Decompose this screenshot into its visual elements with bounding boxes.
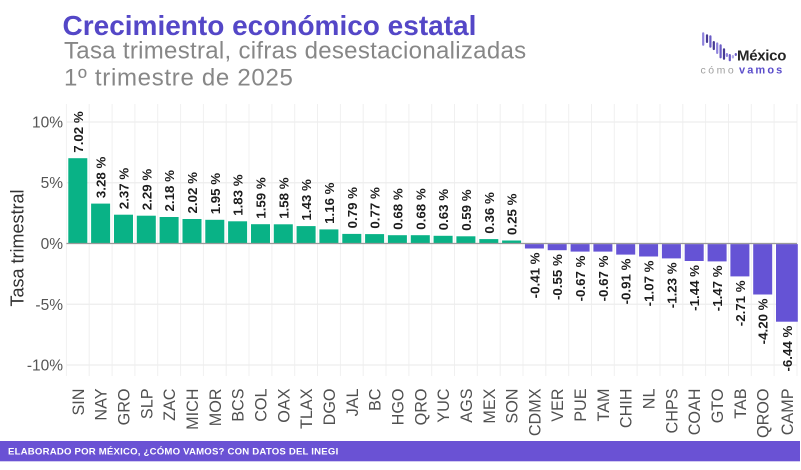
svg-text:-1.23 %: -1.23 % <box>664 262 679 308</box>
svg-text:COAH: COAH <box>686 389 704 436</box>
svg-text:-5%: -5% <box>35 297 63 314</box>
svg-text:TAM: TAM <box>595 389 613 422</box>
svg-text:COL: COL <box>253 389 271 422</box>
svg-text:HGO: HGO <box>389 389 407 426</box>
svg-text:Tasa trimestral, cifras desest: Tasa trimestral, cifras desestacionaliza… <box>64 38 526 65</box>
svg-text:OAX: OAX <box>275 388 293 422</box>
svg-text:0.68 %: 0.68 % <box>413 188 428 230</box>
svg-text:CHIH: CHIH <box>618 389 636 429</box>
svg-text:QROO: QROO <box>755 389 773 438</box>
svg-text:0.77 %: 0.77 % <box>368 187 383 229</box>
svg-text:MEX: MEX <box>481 388 499 423</box>
svg-text:QRO: QRO <box>412 389 430 426</box>
svg-text:1.16 %: 1.16 % <box>322 182 337 224</box>
svg-text:-2.71 %: -2.71 % <box>733 280 748 326</box>
svg-text:Crecimiento económico estatal: Crecimiento económico estatal <box>63 10 477 41</box>
svg-text:-0.67 %: -0.67 % <box>573 255 588 301</box>
svg-text:BCS: BCS <box>230 388 248 421</box>
svg-text:-0.41 %: -0.41 % <box>527 252 542 298</box>
svg-text:2.02 %: 2.02 % <box>185 172 200 214</box>
svg-text:NAY: NAY <box>93 388 111 420</box>
svg-text:-6.44 %: -6.44 % <box>780 326 795 372</box>
svg-text:AGS: AGS <box>458 388 476 422</box>
svg-text:VER: VER <box>549 389 567 422</box>
svg-text:-0.55 %: -0.55 % <box>550 254 565 300</box>
svg-text:MICH: MICH <box>184 389 202 430</box>
svg-text:1.58 %: 1.58 % <box>276 177 291 219</box>
svg-text:CDMX: CDMX <box>526 388 544 436</box>
svg-text:cómo: cómo <box>701 65 737 77</box>
svg-text:3.28 %: 3.28 % <box>94 157 109 199</box>
svg-text:0.25 %: 0.25 % <box>505 193 520 235</box>
svg-text:-1.47 %: -1.47 % <box>710 265 725 311</box>
svg-text:vamos: vamos <box>739 65 784 77</box>
svg-text:TLAX: TLAX <box>298 388 316 429</box>
svg-text:TAB: TAB <box>732 389 750 419</box>
svg-text:1.59 %: 1.59 % <box>254 177 269 219</box>
svg-text:CHPS: CHPS <box>663 388 681 433</box>
svg-text:YUC: YUC <box>435 388 453 422</box>
svg-text:DGO: DGO <box>321 389 339 426</box>
svg-text:1.95 %: 1.95 % <box>208 173 223 215</box>
svg-text:-10%: -10% <box>27 358 63 375</box>
svg-text:1º trimestre de 2025: 1º trimestre de 2025 <box>64 65 294 92</box>
svg-text:2.18 %: 2.18 % <box>162 170 177 212</box>
svg-text:México: México <box>737 48 786 65</box>
svg-text:GTO: GTO <box>709 389 727 424</box>
svg-text:ELABORADO POR MÉXICO, ¿CÓMO VA: ELABORADO POR MÉXICO, ¿CÓMO VAMOS? CON D… <box>8 446 339 458</box>
svg-text:CAMP: CAMP <box>779 389 797 436</box>
svg-text:5%: 5% <box>41 175 64 192</box>
svg-text:10%: 10% <box>32 115 63 132</box>
svg-text:0.68 %: 0.68 % <box>390 188 405 230</box>
svg-text:PUE: PUE <box>572 388 590 421</box>
svg-text:MOR: MOR <box>207 389 225 427</box>
svg-text:7.02 %: 7.02 % <box>71 111 86 153</box>
svg-text:BC: BC <box>367 388 385 411</box>
svg-text:0.79 %: 0.79 % <box>345 187 360 229</box>
svg-text:0.36 %: 0.36 % <box>482 192 497 234</box>
svg-text:-0.67 %: -0.67 % <box>596 255 611 301</box>
svg-text:-1.44 %: -1.44 % <box>687 265 702 311</box>
svg-text:2.29 %: 2.29 % <box>139 169 154 211</box>
svg-text:GRO: GRO <box>116 389 134 426</box>
svg-text:0.59 %: 0.59 % <box>459 189 474 231</box>
svg-text:-1.07 %: -1.07 % <box>642 260 657 306</box>
svg-text:SLP: SLP <box>138 389 156 420</box>
svg-text:SON: SON <box>504 389 522 424</box>
svg-text:ZAC: ZAC <box>161 388 179 421</box>
svg-text:0.63 %: 0.63 % <box>436 189 451 231</box>
svg-text:-0.91 %: -0.91 % <box>619 258 634 304</box>
svg-text:NL: NL <box>641 389 659 410</box>
svg-text:-4.20 %: -4.20 % <box>756 298 771 344</box>
svg-text:SIN: SIN <box>70 389 88 416</box>
svg-text:2.37 %: 2.37 % <box>117 168 132 210</box>
svg-text:1.43 %: 1.43 % <box>299 179 314 221</box>
svg-text:0%: 0% <box>41 236 64 253</box>
svg-text:1.83 %: 1.83 % <box>231 174 246 216</box>
svg-text:JAL: JAL <box>344 389 362 417</box>
svg-text:Tasa trimestral: Tasa trimestral <box>8 189 28 306</box>
